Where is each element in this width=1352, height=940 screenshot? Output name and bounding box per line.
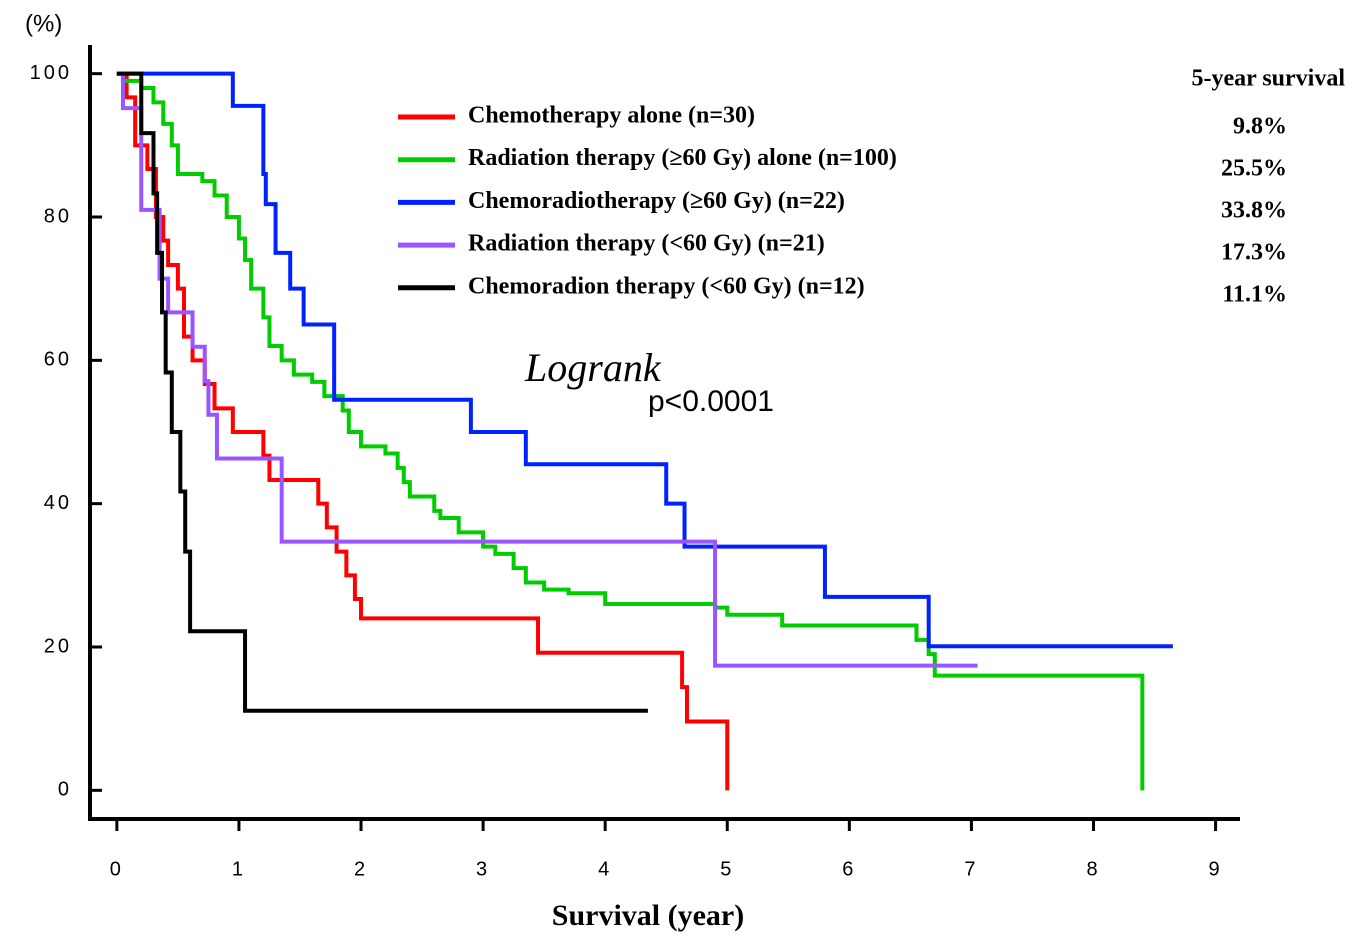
x-tick-label: 0 bbox=[110, 858, 124, 880]
survival-value: 25.5% bbox=[1221, 156, 1287, 182]
y-tick-label: 80 bbox=[44, 205, 72, 227]
survival-curve bbox=[116, 71, 1145, 791]
y-tick-label: 0 bbox=[58, 779, 72, 801]
legend-label: Radiation therapy (<60 Gy) (n=21) bbox=[468, 231, 825, 257]
x-tick-label: 3 bbox=[476, 858, 490, 880]
y-tick-label: 40 bbox=[44, 492, 72, 514]
annotation-italic: Logrank bbox=[524, 345, 662, 390]
legend-label: Chemoradion therapy (<60 Gy) (n=12) bbox=[468, 273, 865, 299]
survival-curve bbox=[116, 71, 978, 668]
survival-curve bbox=[116, 71, 1173, 649]
x-tick-label: 1 bbox=[232, 858, 246, 880]
x-tick-label: 2 bbox=[354, 858, 368, 880]
y-tick-label: 100 bbox=[30, 62, 72, 84]
survival-header: 5-year survival bbox=[1191, 66, 1345, 92]
survival-value: 33.8% bbox=[1221, 198, 1287, 224]
legend-label: Radiation therapy (≥60 Gy) alone (n=100) bbox=[468, 145, 897, 171]
legend-label: Chemoradiotherapy (≥60 Gy) (n=22) bbox=[468, 188, 845, 214]
y-axis-label: (%) bbox=[25, 10, 62, 37]
x-tick-label: 7 bbox=[964, 858, 978, 880]
survival-value: 11.1% bbox=[1222, 282, 1287, 308]
x-tick-label: 4 bbox=[598, 858, 612, 880]
x-axis-title: Survival (year) bbox=[552, 899, 744, 932]
survival-value: 9.8% bbox=[1233, 114, 1287, 140]
x-tick-label: 5 bbox=[720, 858, 734, 880]
annotation: p<0.0001 bbox=[648, 385, 774, 418]
x-tick-label: 8 bbox=[1086, 858, 1100, 880]
legend-label: Chemotherapy alone (n=30) bbox=[468, 103, 755, 129]
y-tick-label: 20 bbox=[44, 635, 72, 657]
survival-value: 17.3% bbox=[1221, 240, 1287, 266]
survival-curve bbox=[116, 71, 648, 713]
y-tick-label: 60 bbox=[44, 349, 72, 371]
x-tick-label: 9 bbox=[1209, 858, 1223, 880]
x-tick-label: 6 bbox=[842, 858, 856, 880]
